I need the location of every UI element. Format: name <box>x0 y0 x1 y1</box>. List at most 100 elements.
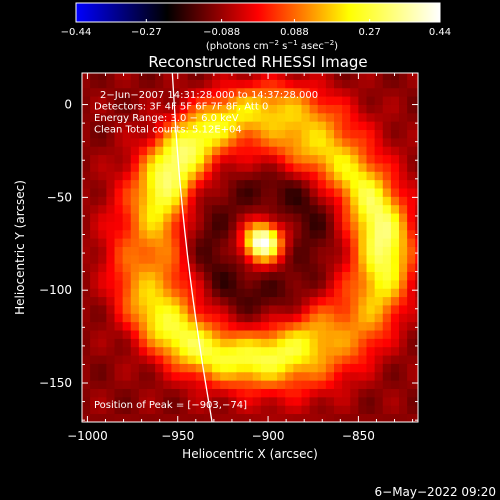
heatmap-cell <box>236 321 245 331</box>
heatmap-cell <box>195 405 205 415</box>
observation-annotations: 2−Jun−2007 14:31:28.000 to 14:37:28.000 … <box>94 90 318 136</box>
heatmap-cell <box>220 129 229 139</box>
heatmap-cell <box>106 121 115 131</box>
heatmap-cell <box>82 79 91 89</box>
heatmap-cell <box>179 279 189 289</box>
heatmap-cell <box>114 129 124 139</box>
heatmap-cell <box>82 129 91 139</box>
heatmap-cell <box>382 112 392 122</box>
heatmap-cell <box>228 263 237 273</box>
heatmap-cell <box>220 313 229 323</box>
heatmap-cell <box>106 263 115 273</box>
heatmap-cell <box>220 137 229 147</box>
heatmap-cell <box>147 396 156 406</box>
heatmap-cell <box>334 263 343 273</box>
heatmap-cell <box>342 413 351 422</box>
heatmap-cell <box>358 196 367 206</box>
heatmap-cell <box>236 355 245 364</box>
heatmap-cell <box>220 96 229 105</box>
heatmap-cell <box>277 246 286 256</box>
heatmap-cell <box>114 163 124 172</box>
heatmap-cell <box>301 221 311 231</box>
heatmap-cell <box>244 380 254 389</box>
heatmap-cell <box>374 313 384 323</box>
heatmap-cell <box>277 112 286 122</box>
heatmap-cell <box>98 405 107 415</box>
heatmap-cell <box>252 271 262 281</box>
heatmap-cell <box>334 271 343 281</box>
heatmap-cell <box>382 246 392 256</box>
heatmap-cell <box>268 321 278 331</box>
heatmap-cell <box>268 371 278 381</box>
heatmap-cell <box>374 355 384 364</box>
heatmap-cell <box>325 146 335 156</box>
heatmap-cell <box>244 154 254 164</box>
heatmap-cell <box>171 154 180 164</box>
heatmap-cell <box>212 204 221 214</box>
heatmap-cell <box>179 129 189 139</box>
heatmap-cell <box>415 112 418 122</box>
heatmap-cell <box>203 380 213 389</box>
heatmap-cell <box>155 96 164 105</box>
heatmap-cell <box>382 346 392 356</box>
heatmap-cell <box>106 204 115 214</box>
heatmap-cell <box>382 129 392 139</box>
heatmap-cell <box>285 246 294 256</box>
heatmap-cell <box>179 171 189 181</box>
heatmap-cell <box>252 213 262 222</box>
heatmap-cell <box>374 405 384 415</box>
heatmap-cell <box>90 87 99 97</box>
heatmap-cell <box>334 137 343 147</box>
heatmap-cell <box>382 188 392 197</box>
heatmap-cell <box>179 112 189 122</box>
heatmap-cell <box>106 396 115 406</box>
heatmap-cell <box>382 254 392 264</box>
heatmap-cell <box>358 163 367 172</box>
heatmap-cell <box>358 346 367 356</box>
heatmap-cell <box>309 73 319 80</box>
heatmap-cell <box>212 296 221 306</box>
heatmap-cell <box>236 104 245 114</box>
heatmap-cell <box>212 104 221 114</box>
heatmap-cell <box>106 163 115 172</box>
annotation-energy-range: Energy Range: 3.0 − 6.0 keV <box>94 113 239 124</box>
heatmap-cell <box>130 380 140 389</box>
heatmap-cell <box>179 254 189 264</box>
heatmap-cell <box>106 405 115 415</box>
heatmap-cell <box>293 396 302 406</box>
heatmap-cell <box>285 137 294 147</box>
heatmap-cell <box>244 338 254 348</box>
heatmap-cell <box>325 73 335 80</box>
heatmap-cell <box>106 171 115 181</box>
heatmap-cell <box>90 271 99 281</box>
heatmap-cell <box>415 288 418 298</box>
heatmap-cell <box>228 246 237 256</box>
heatmap-cell <box>82 405 91 415</box>
heatmap-cell <box>244 213 254 222</box>
heatmap-cell <box>98 154 107 164</box>
heatmap-cell <box>390 137 400 147</box>
heatmap-cell <box>293 388 302 398</box>
heatmap-cell <box>342 137 351 147</box>
heatmap-cell <box>415 179 418 189</box>
heatmap-cell <box>212 288 221 298</box>
heatmap-cell <box>212 413 221 422</box>
heatmap-cell <box>98 229 107 239</box>
heatmap-cell <box>244 87 254 97</box>
heatmap-cell <box>82 213 91 222</box>
heatmap-cell <box>195 271 205 281</box>
heatmap-cell <box>106 338 115 348</box>
heatmap-cell <box>236 271 245 281</box>
heatmap-cell <box>268 346 278 356</box>
heatmap-cell <box>358 121 367 131</box>
heatmap-cell <box>374 213 384 222</box>
heatmap-cell <box>277 305 286 314</box>
heatmap-cell <box>155 321 164 331</box>
heatmap-cell <box>350 137 359 147</box>
heatmap-cell <box>252 79 262 89</box>
heatmap-cell <box>309 154 319 164</box>
heatmap-cell <box>399 313 408 323</box>
heatmap-cell <box>309 112 319 122</box>
heatmap-cell <box>309 263 319 273</box>
heatmap-cell <box>147 154 156 164</box>
